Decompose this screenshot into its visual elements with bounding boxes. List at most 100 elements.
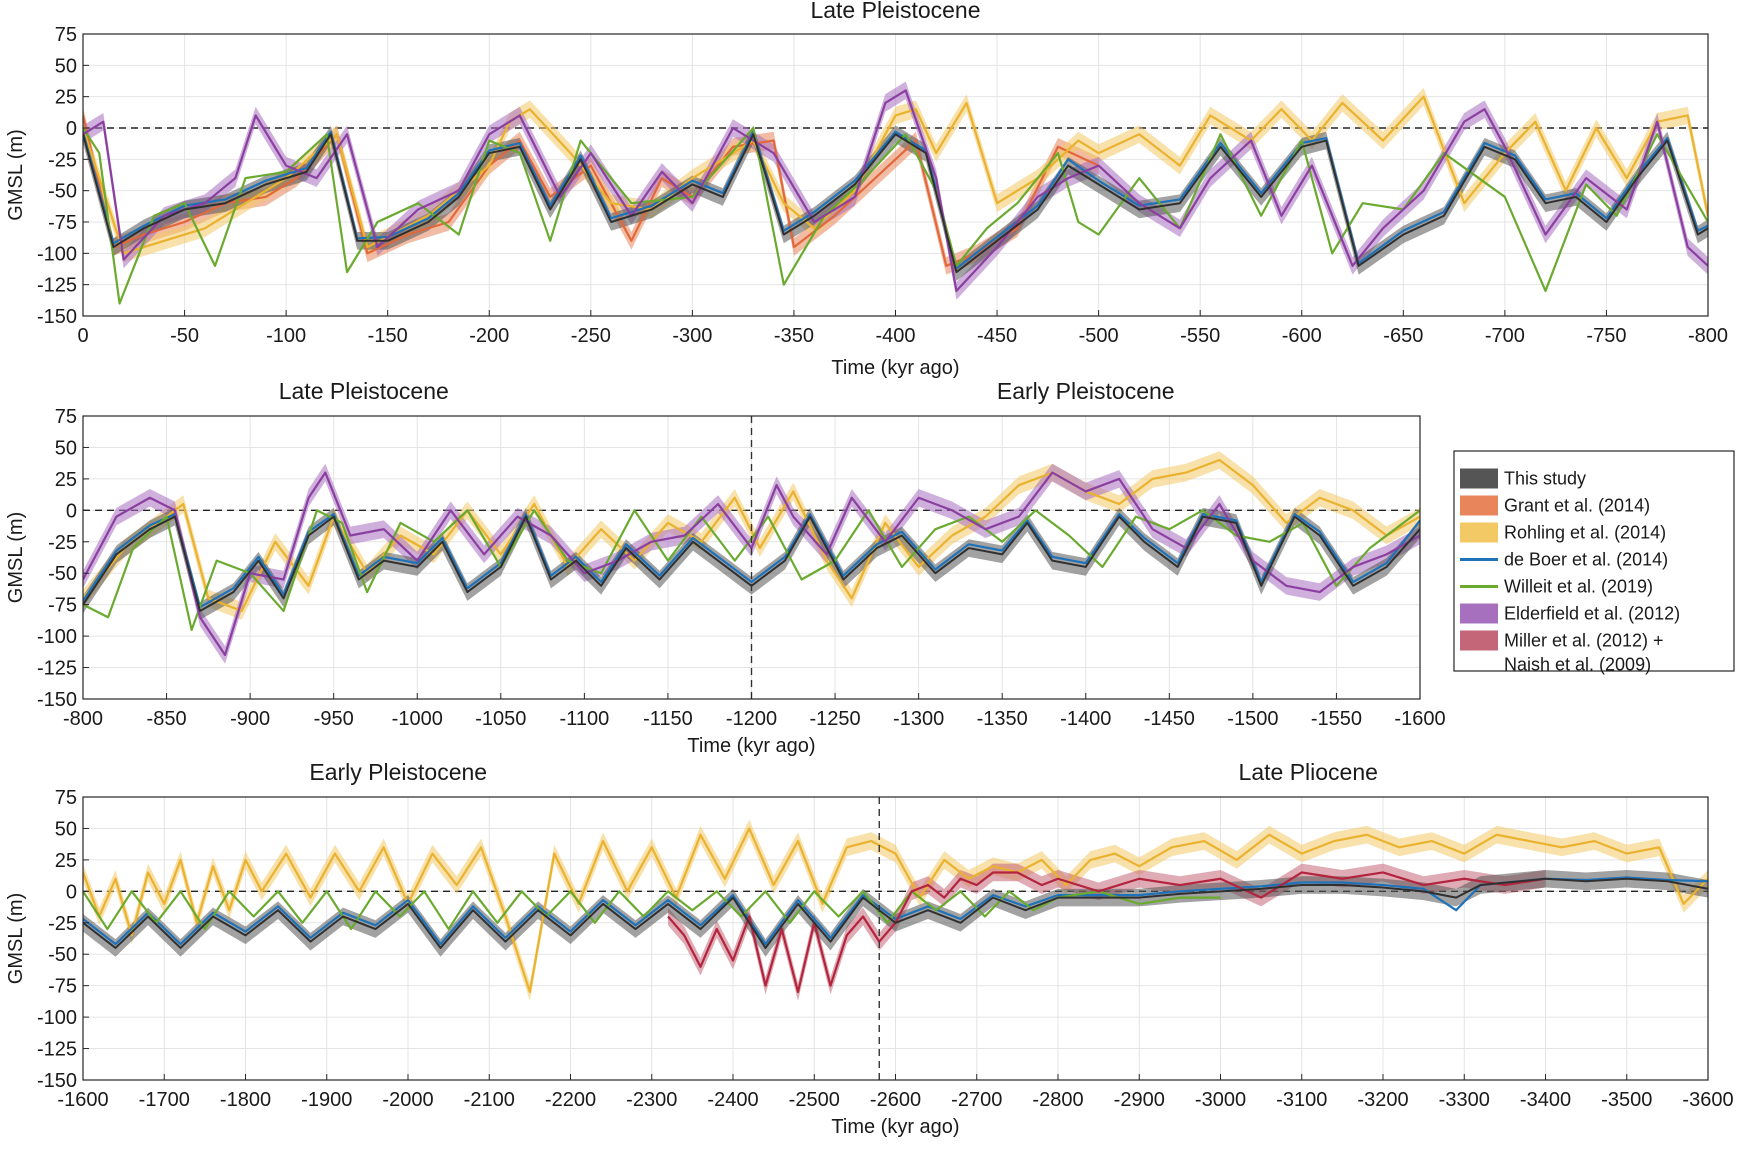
y-tick-label: -75 (48, 976, 77, 998)
panel-pleistocene-pliocene-1600-3600: -1600 -1700 -1800 -1900 -2000 -2100 -2200 -2300… (5, 759, 1734, 1138)
x-tick-label: -700 (1485, 325, 1525, 347)
x-tick-label: -1350 (977, 708, 1028, 730)
x-tick-label: -1700 (139, 1089, 190, 1111)
series-line-de-boer-et-al-2014 (83, 876, 1708, 946)
x-tick-label: -2600 (870, 1089, 921, 1111)
x-tick-label: -2100 (464, 1089, 515, 1111)
legend-box (1453, 450, 1735, 672)
y-tick-label: -75 (48, 595, 77, 617)
series-line-this-study (83, 515, 1420, 612)
band-rohling-et-al-2014 (83, 819, 1708, 1001)
legend-swatch (1460, 630, 1498, 651)
x-tick-label: -1000 (392, 708, 443, 730)
y-tick-label: 0 (66, 881, 77, 903)
panel-title: Late Pliocene (1239, 759, 1378, 785)
y-tick-label: 25 (55, 469, 77, 491)
y-tick-label: -125 (37, 1039, 77, 1061)
panel-late-pleistocene-0-800: 0 -50 -100 -150 -200 -250 -300 -350 -400 -450 -500… (5, 0, 1728, 379)
y-tick-label: -50 (48, 944, 77, 966)
series-group (83, 451, 1420, 664)
panel-title: Early Pleistocene (997, 378, 1175, 404)
legend-swatch (1460, 603, 1498, 624)
x-tick-label: -1100 (560, 708, 610, 730)
x-tick-label: -2500 (789, 1089, 840, 1111)
y-tick-label: -100 (37, 243, 77, 265)
y-tick-label: -75 (48, 212, 77, 234)
x-tick-label: -550 (1180, 325, 1220, 347)
x-tick-label: -2400 (707, 1089, 758, 1111)
y-tick-label: 75 (55, 406, 77, 428)
x-tick-label: -1150 (643, 708, 693, 730)
y-tick-label: 0 (66, 118, 77, 140)
x-tick-label: -1300 (893, 708, 944, 730)
x-tick-label: -900 (230, 708, 270, 730)
legend-label: Willeit et al. (2019) (1504, 577, 1653, 597)
x-tick-label: -100 (266, 325, 306, 347)
x-tick-label: -350 (774, 325, 814, 347)
series-line-willeit-et-al-2019 (83, 509, 1420, 631)
series-line-miller-et-al-2012-naish-et-al-2009 (667, 871, 1546, 994)
series-group (83, 81, 1708, 305)
x-tick-label: -1900 (301, 1089, 352, 1111)
legend-label: Grant et al. (2014) (1504, 496, 1650, 516)
x-tick-label: -200 (469, 325, 509, 347)
x-tick-label: -250 (571, 325, 611, 347)
x-tick-label: -3000 (1195, 1089, 1246, 1111)
series-line-this-study (83, 133, 1708, 274)
x-tick-label: -2200 (545, 1089, 596, 1111)
legend-label: de Boer et al. (2014) (1504, 550, 1668, 570)
series-line-this-study (83, 877, 1708, 949)
x-tick-label: -3400 (1520, 1089, 1571, 1111)
legend-swatch (1460, 495, 1498, 516)
panel-title: Late Pleistocene (810, 0, 980, 23)
y-tick-label: 75 (55, 24, 77, 46)
x-tick-label: -1250 (809, 708, 860, 730)
x-tick-label: -150 (368, 325, 408, 347)
x-tick-label: -400 (875, 325, 915, 347)
band-this-study (83, 507, 1420, 620)
y-tick-label: -125 (37, 658, 77, 680)
x-axis-label: Time (kyr ago) (831, 357, 959, 379)
series-group (83, 819, 1708, 1001)
y-tick-label: 25 (55, 850, 77, 872)
x-tick-label: -50 (170, 325, 199, 347)
legend-swatch (1460, 522, 1498, 543)
y-tick-label: 25 (55, 87, 77, 109)
x-tick-label: -600 (1282, 325, 1322, 347)
y-tick-label: 75 (55, 787, 77, 809)
x-tick-label: -3500 (1601, 1089, 1652, 1111)
legend-label: Miller et al. (2012) + (1504, 631, 1664, 651)
x-tick-label: -3200 (1357, 1089, 1408, 1111)
x-tick-label: -1400 (1060, 708, 1111, 730)
y-tick-label: -25 (48, 532, 77, 554)
x-tick-label: -2800 (1032, 1089, 1083, 1111)
x-tick-label: -1600 (1394, 708, 1445, 730)
x-tick-label: -800 (63, 708, 103, 730)
x-tick-label: -3100 (1276, 1089, 1327, 1111)
x-tick-label: -2300 (626, 1089, 677, 1111)
panel-title: Early Pleistocene (309, 759, 487, 785)
x-tick-label: -2700 (951, 1089, 1002, 1111)
series-line-rohling-et-al-2014 (83, 458, 1420, 613)
y-tick-label: 50 (55, 818, 77, 840)
panel-title: Late Pleistocene (279, 378, 449, 404)
y-tick-label: -100 (37, 1007, 77, 1029)
x-tick-label: -3600 (1682, 1089, 1733, 1111)
x-tick-label: -500 (1079, 325, 1119, 347)
legend-label: Rohling et al. (2014) (1504, 523, 1666, 543)
x-tick-label: -2000 (382, 1089, 433, 1111)
legend: This study Grant et al. (2014) Rohling et … (1453, 450, 1735, 675)
y-axis-label: GMSL (m) (5, 893, 27, 984)
y-axis-label: GMSL (m) (5, 512, 27, 603)
y-tick-label: 50 (55, 437, 77, 459)
x-tick-label: -1050 (475, 708, 526, 730)
y-tick-label: -50 (48, 563, 77, 585)
legend-label-continued: Naish et al. (2009) (1504, 655, 1651, 675)
x-tick-label: -750 (1586, 325, 1626, 347)
x-tick-label: -1600 (57, 1089, 108, 1111)
y-tick-label: -100 (37, 626, 77, 648)
y-tick-label: -25 (48, 149, 77, 171)
band-this-study (83, 869, 1708, 957)
x-tick-label: 0 (77, 325, 88, 347)
